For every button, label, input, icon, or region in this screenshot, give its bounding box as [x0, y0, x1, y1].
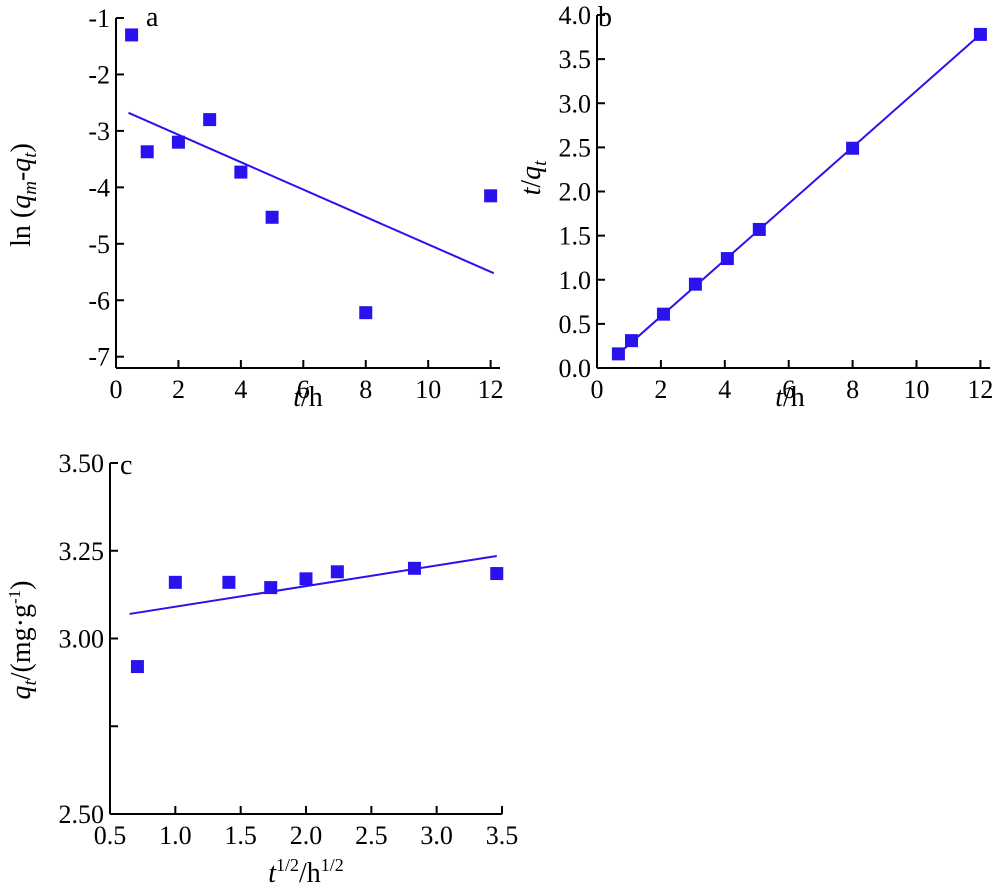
data-point	[973, 27, 987, 41]
data-point	[168, 575, 182, 589]
data-point	[140, 145, 154, 159]
data-point	[625, 334, 639, 348]
y-tick-label: 2.0	[559, 178, 592, 207]
y-tick-label: 2.5	[559, 133, 592, 162]
data-point	[330, 565, 344, 579]
y-tick-label: -2	[88, 60, 110, 89]
x-tick-label: 10	[904, 375, 930, 404]
panel-a-y-title: ln (qm-qt)	[6, 143, 41, 247]
panel-a-label: a	[146, 2, 159, 33]
x-tick-label: 8	[359, 375, 372, 404]
y-tick-label: 3.25	[59, 537, 105, 566]
x-tick-label: 1.0	[159, 821, 192, 850]
data-point	[171, 135, 185, 149]
x-tick-label: 2	[172, 375, 185, 404]
x-tick-label: 6	[782, 375, 795, 404]
panel-c-x-title: t1/2/h1/2	[268, 855, 344, 889]
x-tick-label: 1.5	[224, 821, 257, 850]
panel-a-markers	[125, 28, 498, 320]
panel-b: b 0 2 4 6 8 10 12 0.0 0.5 1.0 1.5 2.0 2.5 3.0 3.5 4.0 t…	[516, 1, 993, 413]
panel-a: a 0 2 4 6 8 10 12 -1 -2 -3 -4 -5 -6 -7 t/h ln (qm-qt)	[6, 2, 504, 413]
y-tick-label: -7	[88, 343, 110, 372]
y-tick-label: 3.50	[59, 449, 105, 478]
panel-a-ticks	[115, 17, 492, 368]
panel-b-fit-line	[617, 33, 982, 355]
y-tick-label: -6	[88, 286, 110, 315]
data-point	[359, 306, 373, 320]
y-tick-label: 0.5	[559, 310, 592, 339]
data-point	[752, 222, 766, 236]
panel-c-tick-labels: 0.5 1.0 1.5 2.0 2.5 3.0 3.5 2.50 3.00 3.25 3.50	[59, 449, 519, 850]
panel-b-tick-labels: 0 2 4 6 8 10 12 0.0 0.5 1.0 1.5 2.0 2.5 3.0 3.5 4.0	[559, 1, 994, 404]
panel-b-label: b	[598, 2, 612, 33]
x-tick-label: 0	[110, 375, 123, 404]
x-tick-label: 3.5	[486, 821, 519, 850]
data-point	[222, 575, 236, 589]
x-tick-label: 12	[967, 375, 993, 404]
y-tick-label: 0.0	[559, 354, 592, 383]
panel-a-fit-line	[128, 111, 495, 275]
y-tick-label: -1	[88, 4, 110, 33]
y-tick-label: 1.5	[559, 222, 592, 251]
y-tick-label: 3.0	[559, 89, 592, 118]
panel-b-x-title: t/h	[775, 382, 805, 413]
data-point	[688, 277, 702, 291]
data-point	[130, 660, 144, 674]
x-tick-label: 2.0	[290, 821, 323, 850]
data-point	[203, 113, 217, 127]
x-tick-label: 2.5	[355, 821, 388, 850]
y-tick-label: -5	[88, 230, 110, 259]
y-tick-label: 1.0	[559, 266, 592, 295]
data-point	[264, 581, 278, 595]
data-point	[484, 189, 498, 203]
y-tick-label: 3.00	[59, 625, 105, 654]
y-tick-label: 4.0	[559, 1, 592, 30]
panel-c-markers	[130, 561, 504, 674]
panel-c-ticks	[109, 462, 503, 815]
data-point	[611, 347, 625, 361]
panel-c: c 0.5 1.0 1.5 2.0 2.5 3.0 3.52.503.003.253.50 …	[5, 449, 518, 889]
x-tick-label: 8	[846, 375, 859, 404]
panel-b-y-title: t/qt	[516, 160, 551, 196]
x-tick-label: 3.0	[420, 821, 453, 850]
y-tick-label: -4	[88, 173, 110, 202]
data-point	[490, 567, 504, 581]
data-point	[234, 165, 248, 179]
data-point	[407, 561, 421, 575]
y-tick-label: 3.5	[559, 45, 592, 74]
x-tick-label: 12	[478, 375, 504, 404]
data-point	[720, 252, 734, 266]
x-tick-label: 4	[234, 375, 247, 404]
panel-c-label: c	[120, 450, 132, 481]
x-tick-label: 4	[718, 375, 731, 404]
panel-b-ticks	[596, 14, 982, 369]
panel-b-markers	[611, 27, 987, 361]
x-tick-label: 6	[297, 375, 310, 404]
panel-a-x-title: t/h	[293, 382, 323, 413]
y-tick-label: 2.50	[59, 800, 105, 829]
panel-c-fit-line	[129, 555, 497, 615]
data-point	[125, 28, 139, 42]
data-point	[656, 307, 670, 321]
panel-a-tick-labels: 0 2 4 6 8 10 12 -1 -2 -3 -4 -5 -6 -7	[88, 4, 503, 404]
x-tick-label: 0	[591, 375, 604, 404]
data-point	[299, 572, 313, 586]
x-tick-label: 2	[654, 375, 667, 404]
panel-c-y-title: qt/(mg·g-1)	[5, 581, 41, 700]
x-tick-label: 10	[415, 375, 441, 404]
data-point	[846, 141, 860, 155]
y-tick-label: -3	[88, 117, 110, 146]
data-point	[265, 210, 279, 224]
x-tick-label: 0.5	[94, 821, 127, 850]
